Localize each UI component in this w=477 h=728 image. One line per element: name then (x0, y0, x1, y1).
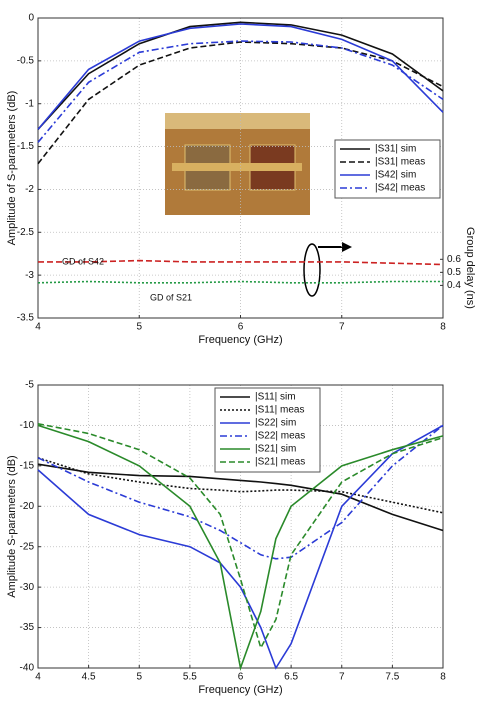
legend-label: |S31| meas (375, 157, 425, 168)
y-tick-label: -0.5 (17, 55, 35, 66)
series-line (37, 21, 444, 130)
legend-label: |S31| sim (375, 144, 416, 155)
plot-frame (37, 17, 444, 319)
legend-label: |S11| sim (255, 392, 296, 403)
inset-photo (165, 113, 310, 215)
series-line (37, 23, 444, 130)
y2-axis-label: Group delay (ns) (464, 227, 476, 309)
series-line (38, 259, 444, 266)
x-tick-label: 5 (136, 672, 142, 683)
y-axis-label: Amplitude S-parameters (dB) (6, 455, 18, 597)
series-line (37, 424, 444, 670)
y-tick-label: -5 (25, 380, 34, 391)
y-tick-label: -1 (25, 98, 34, 109)
y-tick-label: -30 (20, 582, 35, 593)
y-tick-label: -25 (20, 541, 35, 552)
y-tick-label: -40 (20, 663, 35, 674)
legend-label: |S42| sim (375, 170, 416, 181)
y-tick-label: -20 (20, 501, 35, 512)
x-tick-label: 8 (440, 322, 446, 333)
annotation: GD of S21 (150, 292, 192, 302)
series-line (37, 280, 443, 284)
x-axis-label: Frequency (GHz) (198, 684, 282, 696)
series-line (37, 423, 444, 650)
y2-tick-label: 0.4 (447, 280, 461, 291)
legend-label: |S21| sim (255, 444, 296, 455)
y-tick-label: -3 (25, 270, 34, 281)
y-tick-label: -15 (20, 460, 35, 471)
legend-box (214, 387, 321, 473)
x-axis-label: Frequency (GHz) (198, 334, 282, 346)
series-line (37, 424, 444, 560)
x-tick-label: 7 (339, 322, 345, 333)
series-line (37, 424, 444, 672)
legend-label: |S42| meas (375, 183, 425, 194)
y-tick-label: -2 (25, 184, 34, 195)
legend-label: |S22| meas (255, 431, 305, 442)
annotation: GD of S42 (62, 256, 104, 266)
x-tick-label: 4.5 (82, 672, 96, 683)
x-tick-label: 5 (136, 322, 142, 333)
x-tick-label: 4 (35, 672, 41, 683)
delay-marker (303, 242, 352, 297)
y-tick-label: -3.5 (17, 313, 35, 324)
y-tick-label: -10 (20, 420, 35, 431)
x-tick-label: 4 (35, 322, 41, 333)
y-tick-label: -2.5 (17, 227, 35, 238)
x-tick-label: 6 (238, 322, 244, 333)
legend-label: |S21| meas (255, 457, 305, 468)
x-tick-label: 8 (440, 672, 446, 683)
x-tick-label: 6.5 (284, 672, 298, 683)
y-tick-label: -1.5 (17, 141, 35, 152)
series-line (37, 41, 444, 165)
x-tick-label: 6 (238, 672, 244, 683)
y2-tick-label: 0.5 (447, 267, 461, 278)
x-tick-label: 5.5 (183, 672, 197, 683)
y-axis-label: Amplitude of S-parameters (dB) (6, 91, 18, 246)
legend-label: |S22| sim (255, 418, 296, 429)
legend-label: |S11| meas (255, 405, 304, 416)
y2-tick-label: 0.6 (447, 254, 461, 265)
x-tick-label: 7.5 (385, 672, 399, 683)
x-tick-label: 7 (339, 672, 345, 683)
y-tick-label: 0 (28, 13, 34, 24)
series-line (37, 40, 444, 143)
series-line (37, 457, 444, 514)
y-tick-label: -35 (20, 622, 35, 633)
